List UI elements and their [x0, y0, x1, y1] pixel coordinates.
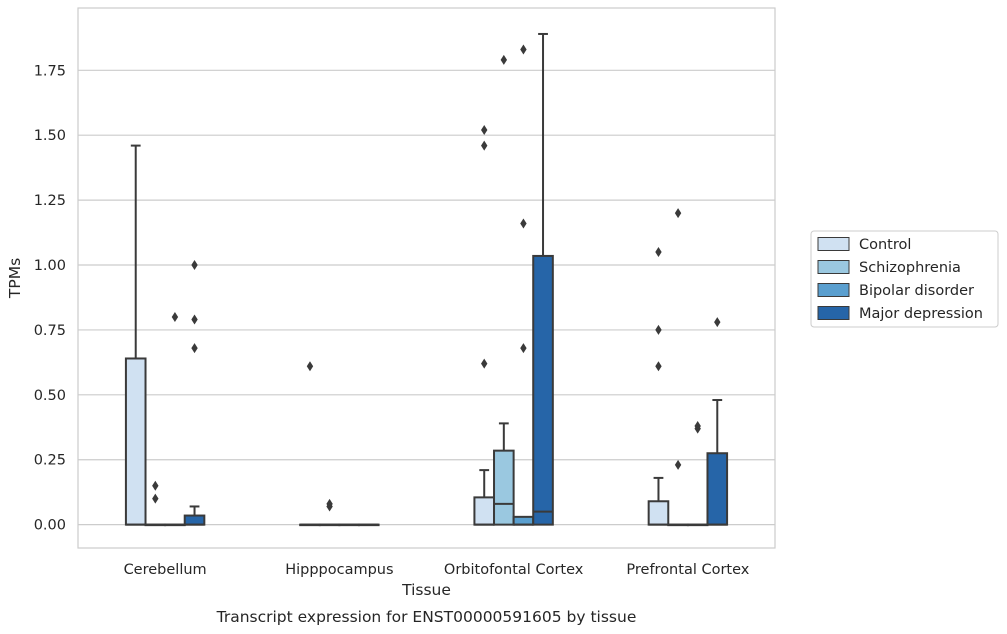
legend-swatch: [817, 283, 850, 297]
outlier-point: [481, 140, 488, 151]
outlier-point: [674, 208, 682, 219]
box-major-depression-0: [183, 505, 206, 526]
outlier-point: [326, 498, 333, 509]
legend-label: Schizophrenia: [859, 260, 961, 276]
outlier-point: [655, 361, 662, 372]
legend-frame: [810, 230, 999, 328]
box-body: [706, 452, 729, 526]
box-bipolar-disorder-3: [686, 523, 709, 527]
legend-label: Major depression: [859, 306, 983, 322]
outlier-point: [191, 314, 198, 325]
outlier-point: [655, 247, 662, 258]
box-bipolar-disorder-2: [512, 515, 535, 526]
y-tick-label: 1.50: [34, 128, 66, 144]
plot-frame: [77, 7, 776, 549]
outlier-point: [481, 125, 488, 136]
box-body: [512, 515, 535, 526]
box-body: [493, 449, 515, 526]
box-schizophrenia-1: [318, 523, 341, 527]
outlier-point: [171, 311, 179, 322]
box-body: [183, 514, 206, 526]
outlier-point: [500, 54, 508, 65]
y-tick-label: 1.00: [34, 258, 66, 274]
y-axis-label: TPMs: [6, 258, 24, 299]
legend-label: Bipolar disorder: [859, 283, 974, 299]
y-tick-label: 0.50: [34, 388, 66, 404]
y-tick-label: 0.25: [34, 453, 66, 469]
boxes: [124, 32, 729, 527]
outlier-point: [191, 260, 198, 271]
legend-label: Control: [859, 237, 911, 253]
outlier-point: [520, 343, 527, 354]
x-tick-label: Prefrontal Cortex: [626, 562, 749, 578]
box-body: [532, 254, 554, 526]
legend-swatch: [817, 260, 850, 274]
box-schizophrenia-3: [667, 523, 689, 527]
box-body: [124, 357, 147, 526]
box-major-depression-2: [532, 32, 554, 526]
y-tick-label: 0.75: [34, 323, 66, 339]
box-control-2: [473, 469, 496, 526]
outlier-point: [191, 343, 198, 354]
outlier-point: [694, 420, 701, 431]
x-tick-label: Cerebellum: [124, 562, 207, 578]
outlier-point: [152, 480, 159, 491]
box-schizophrenia-2: [493, 422, 515, 526]
outliers: [152, 44, 721, 512]
chart-caption: Transcript expression for ENST0000059160…: [216, 608, 637, 626]
outlier-point: [714, 317, 721, 328]
legend-swatch: [817, 306, 850, 320]
y-tick-label: 1.25: [34, 193, 66, 209]
outlier-point: [520, 218, 527, 229]
legend-swatch: [817, 237, 850, 251]
y-axis-ticks: 0.00 0.25 0.50 0.75 1.00 1.25 1.50 1.75: [34, 63, 66, 533]
box-schizophrenia-0: [144, 523, 167, 527]
y-tick-label: 0.00: [34, 518, 66, 534]
box-bipolar-disorder-0: [164, 523, 186, 527]
outlier-point: [655, 324, 662, 335]
x-axis-ticks: Cerebellum Hipppocampus Orbitofontal Corte…: [124, 562, 750, 578]
x-tick-label: Orbitofontal Cortex: [444, 562, 584, 578]
outlier-point: [520, 44, 527, 55]
box-control-0: [124, 144, 147, 526]
box-control-1: [299, 523, 321, 527]
outlier-point: [152, 493, 159, 504]
y-tick-label: 1.75: [34, 63, 66, 79]
legend: Control Schizophrenia Bipolar disorder Majo…: [810, 230, 999, 328]
outlier-point: [481, 358, 488, 369]
box-body: [473, 496, 496, 526]
x-tick-label: Hipppocampus: [285, 562, 393, 578]
grid-lines: [78, 69, 775, 526]
x-axis-label: Tissue: [401, 581, 451, 599]
box-control-3: [647, 476, 670, 526]
box-major-depression-1: [357, 523, 380, 527]
box-body: [647, 500, 670, 526]
outlier-point: [306, 361, 314, 372]
box-major-depression-3: [706, 399, 729, 526]
box-bipolar-disorder-1: [338, 523, 360, 527]
outlier-point: [674, 459, 682, 470]
